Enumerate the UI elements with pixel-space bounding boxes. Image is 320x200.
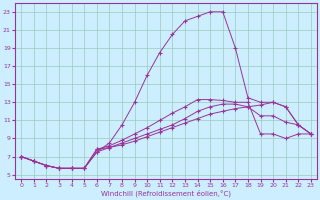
X-axis label: Windchill (Refroidissement éolien,°C): Windchill (Refroidissement éolien,°C) [101, 190, 231, 197]
